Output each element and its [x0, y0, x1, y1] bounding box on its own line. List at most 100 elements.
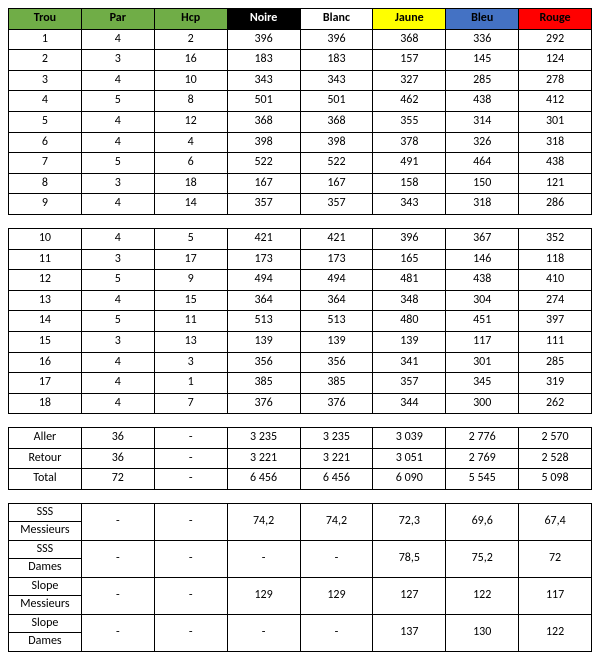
- rating-value: 129: [300, 578, 373, 615]
- cell: 18: [154, 173, 227, 194]
- rating-par: -: [81, 578, 154, 615]
- cell: 367: [446, 228, 519, 249]
- cell: 356: [300, 352, 373, 373]
- table-row: 5412368368355314301: [9, 111, 592, 132]
- cell: 7: [154, 393, 227, 414]
- cell: 6 456: [300, 469, 373, 490]
- cell: 6: [154, 153, 227, 174]
- rating-value: -: [300, 615, 373, 652]
- table-row: 15313139139139117111: [9, 331, 592, 352]
- rating-label-line1: SSS: [9, 541, 81, 559]
- cell: 501: [300, 91, 373, 112]
- table-row: 8318167167158150121: [9, 173, 592, 194]
- cell: 396: [227, 29, 300, 50]
- cell: 11: [9, 249, 82, 270]
- cell: 118: [519, 249, 592, 270]
- cell: 9: [9, 194, 82, 215]
- cell: 522: [227, 153, 300, 174]
- cell: 16: [154, 50, 227, 71]
- cell: 17: [154, 249, 227, 270]
- col-header-0: Trou: [9, 9, 82, 30]
- col-header-7: Rouge: [519, 9, 592, 30]
- cell: 36: [81, 428, 154, 449]
- rating-value: 75,2: [446, 541, 519, 578]
- cell: 278: [519, 70, 592, 91]
- cell: 385: [300, 373, 373, 394]
- rating-par: -: [81, 541, 154, 578]
- cell: 3 051: [373, 448, 446, 469]
- cell: 494: [227, 270, 300, 291]
- cell: Total: [9, 469, 82, 490]
- cell: 8: [9, 173, 82, 194]
- cell: 304: [446, 290, 519, 311]
- cell: 145: [446, 50, 519, 71]
- cell: 292: [519, 29, 592, 50]
- cell: 262: [519, 393, 592, 414]
- cell: 167: [300, 173, 373, 194]
- cell: 183: [227, 50, 300, 71]
- cell: 7: [9, 153, 82, 174]
- cell: 522: [300, 153, 373, 174]
- rating-value: -: [227, 541, 300, 578]
- cell: 4: [81, 194, 154, 215]
- rating-par: -: [81, 615, 154, 652]
- table-row: Total72-6 4566 4566 0905 5455 098: [9, 469, 592, 490]
- cell: 318: [519, 132, 592, 153]
- rating-label-line1: Slope: [9, 615, 81, 633]
- cell: 364: [300, 290, 373, 311]
- col-header-2: Hcp: [154, 9, 227, 30]
- rating-label-line1: SSS: [9, 504, 81, 522]
- rating-value: 72,3: [373, 504, 446, 541]
- rating-row: SlopeMessieurs--129129127122117: [9, 578, 592, 615]
- rating-row: SlopeDames----137130122: [9, 615, 592, 652]
- cell: 285: [446, 70, 519, 91]
- cell: 344: [373, 393, 446, 414]
- cell: 368: [373, 29, 446, 50]
- cell: 12: [154, 111, 227, 132]
- cell: 14: [154, 194, 227, 215]
- col-header-6: Bleu: [446, 9, 519, 30]
- cell: 368: [300, 111, 373, 132]
- cell: 2 769: [446, 448, 519, 469]
- cell: 451: [446, 311, 519, 332]
- cell: 10: [9, 228, 82, 249]
- scorecard-table: TrouParHcpNoireBlancJauneBleuRouge 14239…: [8, 8, 592, 652]
- cell: 343: [373, 194, 446, 215]
- cell: 301: [519, 111, 592, 132]
- cell: 2: [154, 29, 227, 50]
- cell: 1: [9, 29, 82, 50]
- cell: 3 221: [227, 448, 300, 469]
- cell: 4: [81, 393, 154, 414]
- cell: 5: [81, 153, 154, 174]
- cell: 376: [227, 393, 300, 414]
- table-row: 1741385385357345319: [9, 373, 592, 394]
- cell: Aller: [9, 428, 82, 449]
- cell: 385: [227, 373, 300, 394]
- cell: 6 456: [227, 469, 300, 490]
- cell: 357: [300, 194, 373, 215]
- cell: 491: [373, 153, 446, 174]
- table-row: Retour36-3 2213 2213 0512 7692 528: [9, 448, 592, 469]
- rating-par: -: [81, 504, 154, 541]
- cell: 124: [519, 50, 592, 71]
- cell: 146: [446, 249, 519, 270]
- table-row: 1259494494481438410: [9, 270, 592, 291]
- rating-value: 129: [227, 578, 300, 615]
- cell: 352: [519, 228, 592, 249]
- rating-label-line2: Messieurs: [9, 596, 81, 614]
- cell: 301: [446, 352, 519, 373]
- rating-value: 122: [446, 578, 519, 615]
- cell: 396: [373, 228, 446, 249]
- rating-label-line2: Dames: [9, 559, 81, 577]
- cell: 36: [81, 448, 154, 469]
- cell: 173: [300, 249, 373, 270]
- cell: 438: [446, 91, 519, 112]
- cell: 327: [373, 70, 446, 91]
- table-row: 458501501462438412: [9, 91, 592, 112]
- cell: 11: [154, 311, 227, 332]
- cell: 336: [446, 29, 519, 50]
- rating-value: 122: [519, 615, 592, 652]
- cell: 286: [519, 194, 592, 215]
- table-row: 644398398378326318: [9, 132, 592, 153]
- rating-label-line2: Dames: [9, 633, 81, 651]
